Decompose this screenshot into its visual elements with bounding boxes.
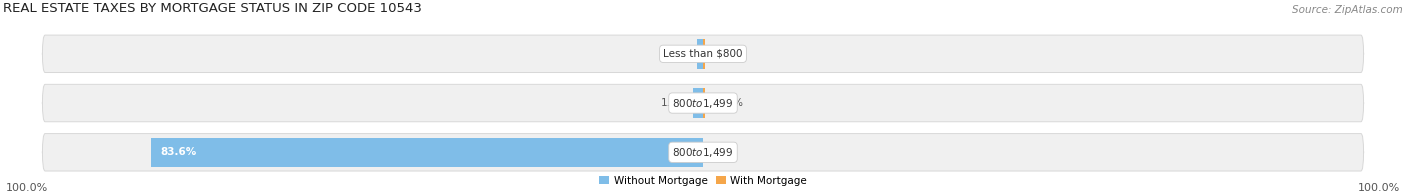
Text: 0.3%: 0.3% xyxy=(710,49,737,59)
Bar xyxy=(703,39,704,69)
Bar xyxy=(693,88,703,118)
Text: 0.0%: 0.0% xyxy=(709,147,734,157)
Text: 1.5%: 1.5% xyxy=(661,98,688,108)
Text: $800 to $1,499: $800 to $1,499 xyxy=(672,146,734,159)
Text: 100.0%: 100.0% xyxy=(1358,183,1400,193)
Text: $800 to $1,499: $800 to $1,499 xyxy=(672,97,734,110)
Text: 83.6%: 83.6% xyxy=(160,147,197,157)
Text: Less than $800: Less than $800 xyxy=(664,49,742,59)
Bar xyxy=(703,88,706,118)
Text: 100.0%: 100.0% xyxy=(6,183,48,193)
Bar xyxy=(150,138,703,167)
FancyBboxPatch shape xyxy=(42,84,1364,122)
FancyBboxPatch shape xyxy=(42,134,1364,171)
Text: 0.86%: 0.86% xyxy=(659,49,692,59)
FancyBboxPatch shape xyxy=(42,35,1364,73)
Text: Source: ZipAtlas.com: Source: ZipAtlas.com xyxy=(1292,5,1403,15)
Text: 0.36%: 0.36% xyxy=(710,98,744,108)
Text: REAL ESTATE TAXES BY MORTGAGE STATUS IN ZIP CODE 10543: REAL ESTATE TAXES BY MORTGAGE STATUS IN … xyxy=(3,2,422,15)
Bar xyxy=(697,39,703,69)
Legend: Without Mortgage, With Mortgage: Without Mortgage, With Mortgage xyxy=(595,172,811,190)
